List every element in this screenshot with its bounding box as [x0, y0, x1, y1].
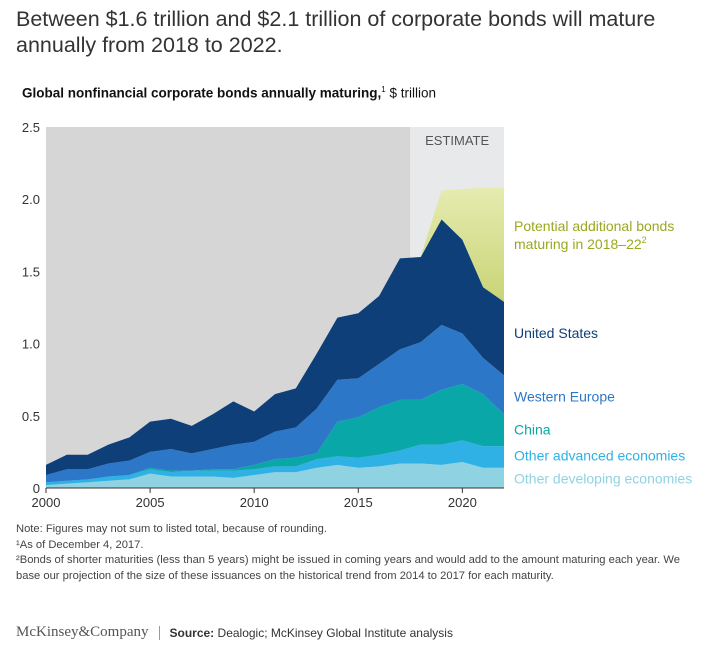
x-tick-label: 2015	[344, 495, 373, 510]
x-tick-label: 2010	[240, 495, 269, 510]
area-china	[46, 384, 504, 483]
series-label: Other developing economies	[514, 471, 692, 487]
y-tick-label: 0	[33, 481, 40, 496]
area-potential-additional-bonds-maturing-in-2018-22	[46, 187, 504, 465]
estimate-label: ESTIMATE	[425, 133, 489, 148]
footnote-marker: 1	[381, 85, 386, 94]
series-label: Other advanced economies	[514, 448, 685, 464]
note-rounding: Note: Figures may not sum to listed tota…	[16, 523, 327, 535]
mckinsey-logo: McKinsey&Company	[16, 624, 149, 640]
footer: McKinsey&Company Source: Dealogic; McKin…	[16, 624, 453, 641]
headline: Between $1.6 trillion and $2.1 trillion …	[16, 7, 656, 57]
chart-subtitle: Global nonfinancial corporate bonds annu…	[22, 85, 436, 101]
chart-notes: Note: Figures may not sum to listed tota…	[16, 522, 706, 584]
series-label: United States	[514, 325, 598, 341]
x-tick-label: 2000	[32, 495, 61, 510]
area-other-advanced-economies	[46, 440, 504, 486]
footnote-1: ¹As of December 4, 2017.	[16, 538, 144, 551]
legend-labels: Potential additional bonds maturing in 20…	[514, 218, 692, 487]
footer-divider	[158, 625, 160, 640]
x-tick-label: 2020	[448, 495, 477, 510]
y-tick-label: 2.0	[22, 192, 40, 207]
y-tick-label: 0.5	[22, 409, 40, 424]
area-series	[46, 187, 504, 488]
series-label: China	[514, 422, 551, 438]
chart-unit: $ trillion	[385, 85, 437, 101]
y-tick-label: 1.0	[22, 337, 40, 352]
y-tick-label: 2.5	[22, 120, 40, 135]
source-label: Source:	[169, 625, 215, 640]
chart-title: Global nonfinancial corporate bonds annu…	[22, 85, 382, 101]
y-tick-label: 1.5	[22, 264, 40, 279]
area-united-states	[46, 219, 504, 476]
area-other-developing-economies	[46, 462, 504, 488]
source-line: Source: Dealogic; McKinsey Global Instit…	[170, 626, 453, 640]
source-text: Dealogic; McKinsey Global Institute anal…	[214, 625, 453, 640]
x-tick-label: 2005	[136, 495, 165, 510]
stacked-area-chart: ESTIMATE 0 0.5 1.0 1.5 2.0 2.5 2000 2005 2010 201…	[22, 120, 692, 510]
chart-axes: 0 0.5 1.0 1.5 2.0 2.5 2000 2005 2010 2015 2020	[22, 120, 504, 510]
series-label: Western Europe	[514, 388, 615, 404]
footnote-2: ²Bonds of shorter maturities (less than …	[16, 554, 680, 582]
area-western-europe	[46, 324, 504, 483]
series-label: Potential additional bonds maturing in 20…	[514, 218, 674, 252]
